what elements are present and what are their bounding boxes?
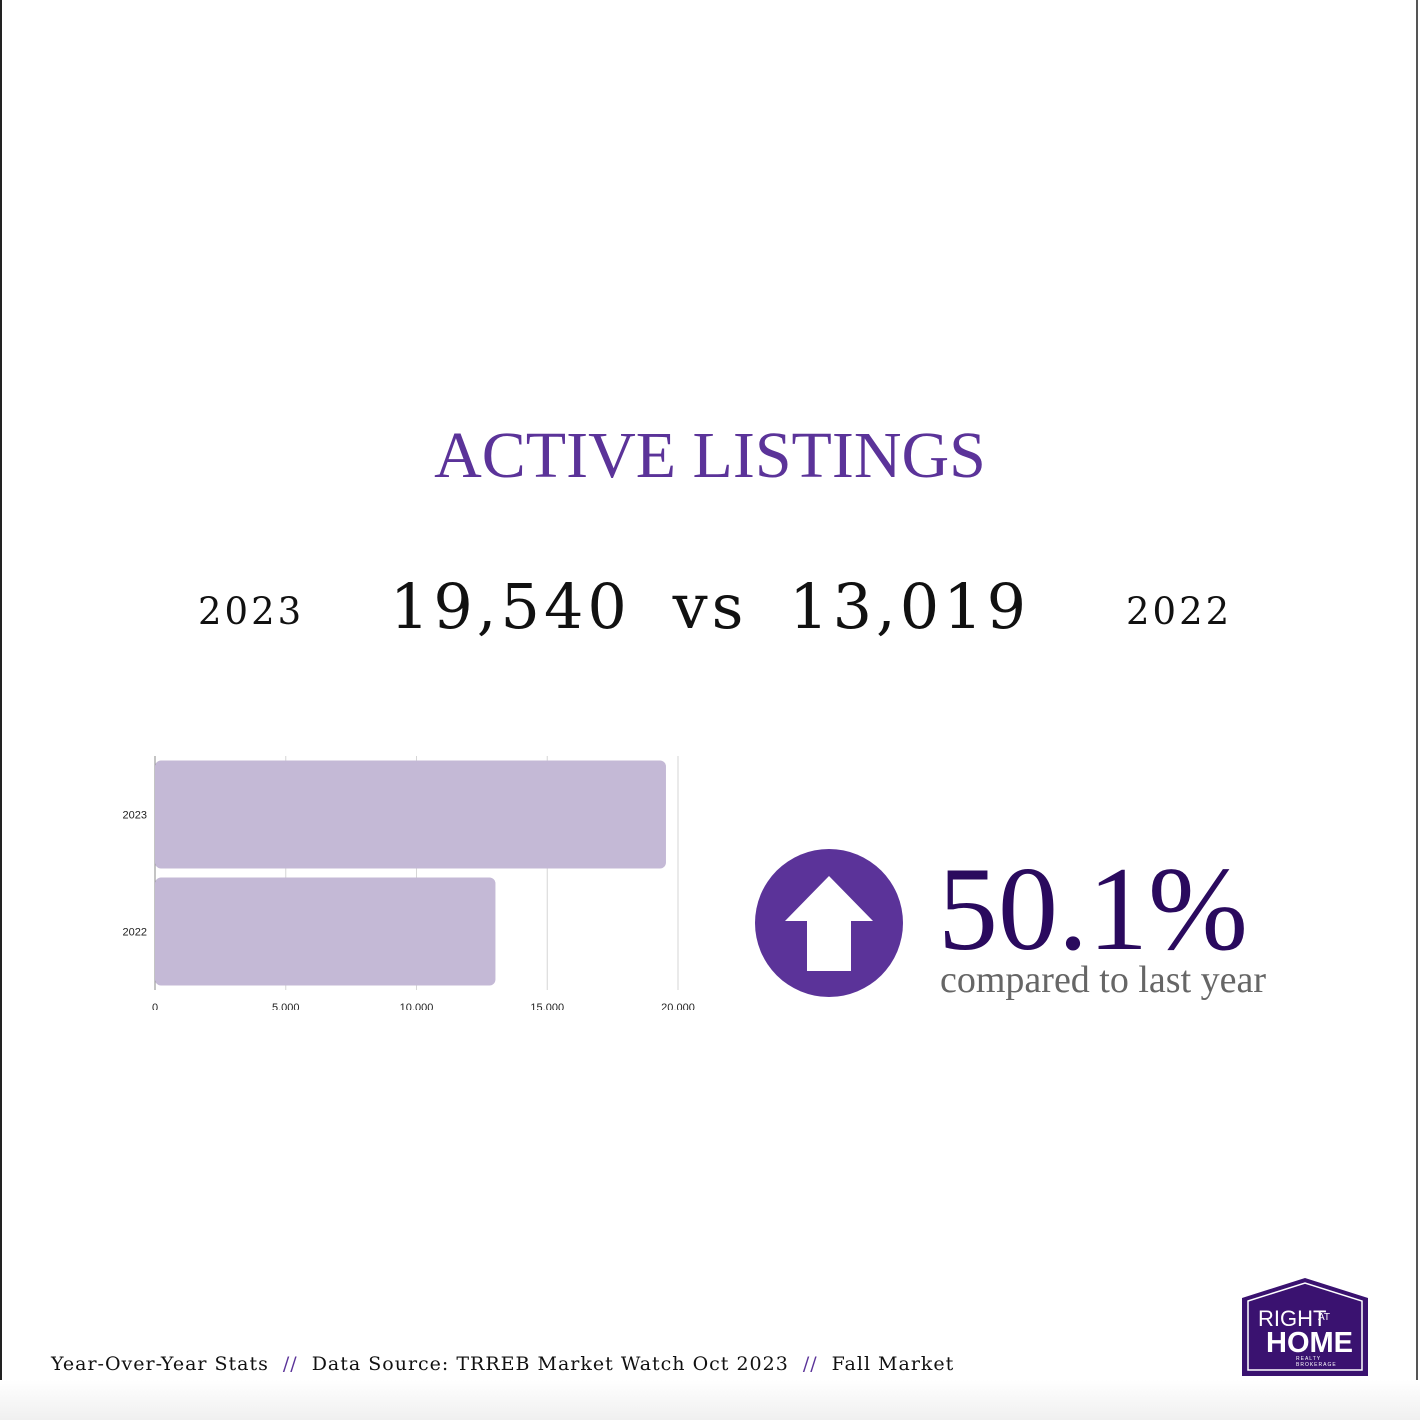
footer-item-source: Data Source: TRREB Market Watch Oct 2023 bbox=[311, 1353, 789, 1375]
bar-2022 bbox=[155, 877, 496, 986]
x-tick-label: 15,000 bbox=[530, 1002, 564, 1010]
bar-2023 bbox=[155, 760, 666, 869]
footer-separator: // bbox=[282, 1353, 298, 1375]
category-label: 2022 bbox=[123, 927, 147, 939]
vs-label: vs bbox=[672, 570, 748, 643]
footer-item-season: Fall Market bbox=[831, 1353, 955, 1375]
footer-fade bbox=[0, 1380, 1420, 1420]
footer-text: Year-Over-Year Stats // Data Source: TRREB… bbox=[51, 1353, 954, 1375]
percent-caption: compared to last year bbox=[940, 959, 1267, 1001]
value-2023: 19,540 bbox=[389, 570, 631, 643]
category-label: 2023 bbox=[123, 810, 147, 822]
year-right-label: 2022 bbox=[1126, 590, 1233, 633]
x-tick-label: 20,000 bbox=[661, 1002, 695, 1010]
page-title: ACTIVE LISTINGS bbox=[434, 419, 986, 492]
value-2022: 13,019 bbox=[789, 570, 1031, 643]
x-tick-label: 0 bbox=[152, 1002, 158, 1010]
x-tick-label: 5,000 bbox=[272, 1002, 300, 1010]
logo-text-right: RIGHT bbox=[1258, 1306, 1326, 1331]
logo-text-home: HOME bbox=[1266, 1327, 1353, 1359]
logo-text-at: AT bbox=[1318, 1312, 1330, 1323]
logo-text-realty: REALTY bbox=[1296, 1356, 1321, 1362]
up-arrow-icon bbox=[755, 849, 903, 997]
x-tick-label: 10,000 bbox=[400, 1002, 434, 1010]
percent-change: 50.1% bbox=[938, 842, 1248, 975]
footer-separator: // bbox=[802, 1353, 818, 1375]
logo-text-brokerage: BROKERAGE bbox=[1296, 1362, 1337, 1368]
footer-item-stats: Year-Over-Year Stats bbox=[51, 1353, 269, 1375]
bar-chart: 2023 2022 0 5,000 10,000 15,000 20,000 bbox=[123, 756, 695, 1010]
right-at-home-logo: RIGHT AT HOME REALTY BROKERAGE bbox=[1242, 1278, 1368, 1376]
comparison-values: 19,540 vs 13,019 bbox=[0, 570, 1420, 643]
year-left-label: 2023 bbox=[198, 590, 305, 633]
